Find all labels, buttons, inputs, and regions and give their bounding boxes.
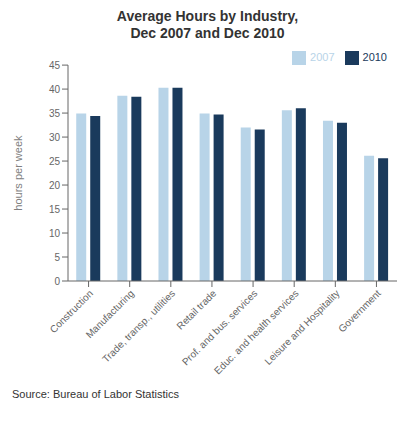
svg-text:Manufacturing: Manufacturing [83,287,137,341]
svg-text:Trade, transp., utilities: Trade, transp., utilities [100,288,177,365]
svg-text:30: 30 [49,132,61,143]
svg-text:Construction: Construction [47,287,95,336]
svg-text:20: 20 [49,180,61,191]
svg-text:0: 0 [54,276,60,287]
html-text:Source: Bureau of Labor Statis: Source: Bureau of Labor Statistics [12,388,179,400]
svg-text:Retail trade: Retail trade [174,287,218,331]
svg-text:15: 15 [49,204,61,215]
svg-text:45: 45 [49,60,61,71]
svg-text:Prof. and bus. services: Prof. and bus. services [180,288,260,368]
svg-text:Leisure and Hospitality: Leisure and Hospitality [262,288,341,367]
html-text:2010: 2010 [362,51,387,63]
svg-text:Educ. and health services: Educ. and health services [212,288,301,377]
html-text:Average Hours by Industry,: Average Hours by Industry, [116,8,299,24]
svg-text:Government: Government [336,288,383,335]
svg-text:40: 40 [49,84,61,95]
svg-text:10: 10 [49,228,61,239]
svg-text:25: 25 [49,156,61,167]
svg-text:hours per week: hours per week [12,135,24,211]
html-text:Dec 2007 and Dec 2010: Dec 2007 and Dec 2010 [130,25,285,41]
svg-text:5: 5 [54,252,60,263]
html-text:2007: 2007 [310,51,335,63]
svg-text:35: 35 [49,108,61,119]
